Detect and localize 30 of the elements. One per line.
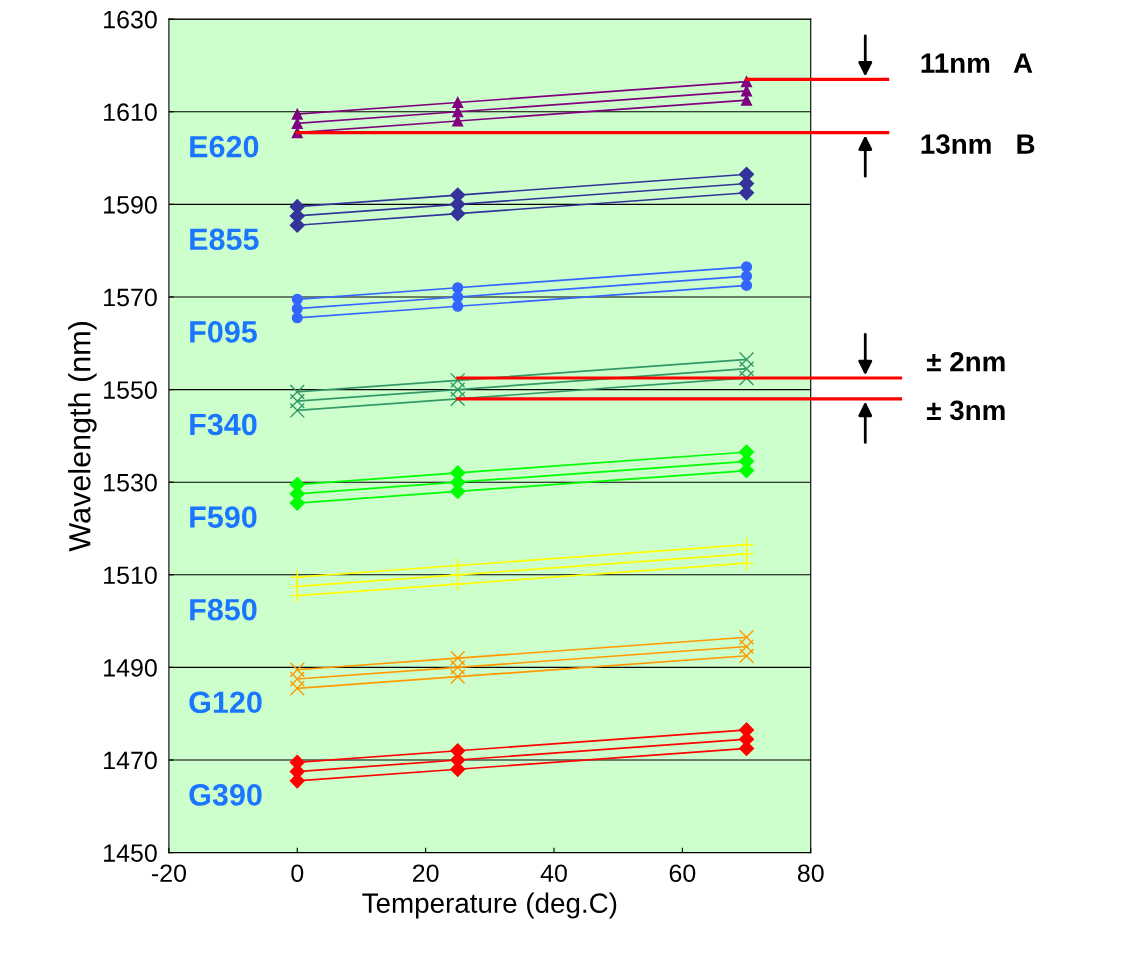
- series-label: G390: [189, 784, 262, 806]
- y-tick-label: 1570: [104, 288, 157, 307]
- y-tick-label: 1510: [104, 566, 157, 585]
- series-label: F095: [190, 321, 257, 343]
- series-label: E620: [190, 135, 259, 158]
- y-tick-label: 1550: [104, 381, 157, 399]
- x-tick-label: -20: [151, 864, 186, 883]
- annotation: 13nm B: [921, 134, 1035, 154]
- annotation: ± 3nm: [926, 400, 1005, 421]
- series-label: F590: [190, 506, 257, 528]
- x-tick-label: 60: [669, 864, 696, 883]
- x-axis-title: Temperature (deg.C): [362, 892, 617, 919]
- annotation: ± 2nm: [926, 351, 1005, 372]
- y-tick-label: 1630: [104, 10, 157, 29]
- x-tick-label: 80: [797, 864, 824, 883]
- y-tick-label: 1490: [104, 659, 157, 677]
- y-axis-title: Wavelength (nm): [68, 322, 97, 552]
- series-label: E855: [190, 228, 259, 251]
- x-tick-label: 0: [291, 864, 304, 883]
- annotation: 11nm A: [921, 53, 1033, 73]
- y-tick-label: 1470: [104, 751, 157, 770]
- y-tick-label: 1450: [104, 844, 157, 862]
- x-tick-label: 20: [412, 864, 439, 883]
- y-tick-label: 1610: [104, 103, 157, 122]
- x-tick-label: 40: [540, 864, 567, 883]
- y-tick-label: 1590: [104, 195, 157, 214]
- series-label: F340: [190, 413, 257, 436]
- series-label: F850: [190, 598, 257, 621]
- y-tick-label: 1530: [104, 473, 157, 492]
- series-label: G120: [189, 691, 262, 714]
